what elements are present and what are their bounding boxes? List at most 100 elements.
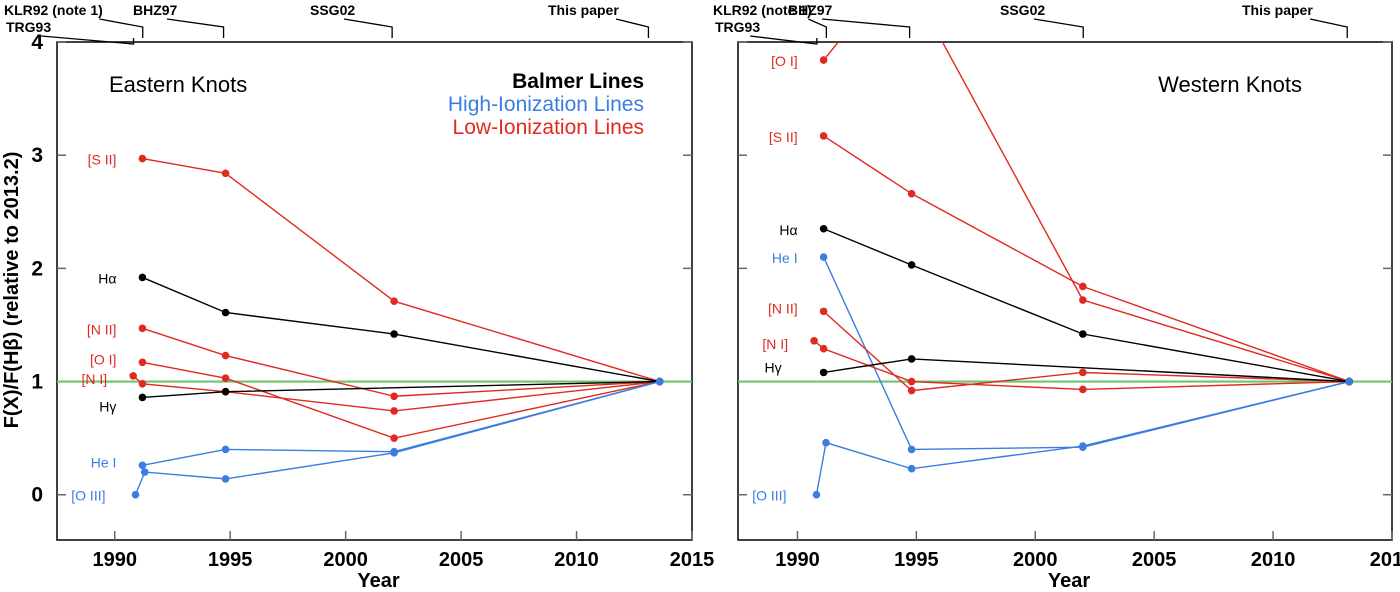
series-line xyxy=(815,380,1350,495)
data-point xyxy=(907,464,916,473)
series-group xyxy=(810,42,1353,499)
data-point xyxy=(1079,296,1087,304)
x-tick-label: 2015 xyxy=(1370,549,1400,571)
data-point xyxy=(390,392,398,401)
series-label: [N I] xyxy=(762,336,788,352)
series-line xyxy=(142,327,660,397)
data-point xyxy=(140,468,149,476)
series-line xyxy=(142,361,660,439)
data-point xyxy=(390,449,398,457)
series-label: [N I] xyxy=(82,371,108,387)
series-line xyxy=(823,228,1350,383)
data-point xyxy=(1079,282,1087,291)
epoch-leader xyxy=(343,18,393,38)
data-point xyxy=(819,307,828,316)
series-label: Hγ xyxy=(99,398,116,414)
data-point xyxy=(819,344,828,353)
data-point xyxy=(221,374,230,382)
data-point xyxy=(221,475,230,483)
epoch-label: BHZ97 xyxy=(788,2,833,18)
epoch-leader xyxy=(41,35,135,45)
y-tick-label: 0 xyxy=(31,484,43,507)
data-point xyxy=(822,438,830,447)
x-tick-label: 1995 xyxy=(208,549,253,571)
data-point xyxy=(221,351,230,360)
epoch-leader xyxy=(1033,18,1084,38)
data-point xyxy=(907,261,916,269)
data-point xyxy=(1079,330,1087,338)
x-tick-label: 1990 xyxy=(775,549,820,571)
epoch-leader xyxy=(166,18,225,38)
data-point xyxy=(221,445,230,454)
epoch-leader xyxy=(1309,18,1348,38)
series-label: Hγ xyxy=(764,359,781,375)
x-tick-label: 2015 xyxy=(670,549,715,571)
y-tick-label: 2 xyxy=(31,257,43,280)
panel-title: Eastern Knots xyxy=(109,72,247,97)
x-tick-label: 2005 xyxy=(1132,549,1177,571)
x-axis-label: Year xyxy=(1048,570,1090,592)
series-label: He I xyxy=(91,454,117,470)
data-point xyxy=(907,355,916,363)
epoch-leader xyxy=(615,18,650,38)
western-knots-panel: 1990 1995 2000 2005 2010 2015 Year KLR92 (note … xyxy=(713,2,1400,592)
series-label: [N II] xyxy=(87,321,117,337)
x-tick-label: 2000 xyxy=(1013,549,1058,571)
data-point xyxy=(138,358,147,367)
data-point xyxy=(390,407,398,415)
data-point xyxy=(390,434,398,442)
series-label: [O III] xyxy=(71,488,105,504)
data-point xyxy=(819,56,828,64)
data-point xyxy=(1079,442,1087,450)
epoch-label: This paper xyxy=(1242,2,1313,18)
epoch-leader xyxy=(821,18,911,38)
panel-title: Western Knots xyxy=(1158,72,1302,97)
data-point xyxy=(1079,368,1087,377)
x-tick-label: 2010 xyxy=(554,549,599,571)
epoch-label: BHZ97 xyxy=(133,2,178,18)
legend-entry: Low-Ionization Lines xyxy=(453,116,644,139)
y-tick-label: 3 xyxy=(31,144,43,167)
x-tick-label: 1990 xyxy=(92,549,137,571)
data-point xyxy=(390,297,398,305)
series-line xyxy=(823,310,1350,392)
epoch-label: TRG93 xyxy=(715,19,760,35)
epoch-leader xyxy=(808,18,828,38)
eastern-knots-panel: 0 1 2 3 4 1990 1995 2000 2005 2010 2015 Year KLR92 (… xyxy=(4,2,714,592)
plot-frame xyxy=(56,41,693,541)
series-label: Hα xyxy=(98,270,116,286)
series-line xyxy=(142,157,660,383)
epoch-leader xyxy=(99,18,144,38)
series-line xyxy=(823,135,1350,383)
epoch-label: SSG02 xyxy=(310,2,355,18)
data-point xyxy=(907,189,916,198)
x-axis-label: Year xyxy=(357,570,399,592)
x-tick-label: 1995 xyxy=(894,549,939,571)
series-label: [S II] xyxy=(769,129,798,145)
epoch-label: TRG93 xyxy=(6,19,51,35)
data-point xyxy=(1079,385,1087,394)
y-tick-label: 4 xyxy=(31,31,43,54)
series-label: [S II] xyxy=(88,152,117,168)
data-point xyxy=(819,132,828,140)
data-point xyxy=(138,393,147,402)
data-point xyxy=(131,490,140,499)
series-label: Hα xyxy=(779,222,797,238)
legend-entry: High-Ionization Lines xyxy=(448,93,644,116)
series-line xyxy=(142,276,660,383)
y-axis-label: F(X)/F(Hβ) (relative to 2013.2) xyxy=(1,152,23,429)
y-tick-label: 1 xyxy=(31,371,43,394)
data-point xyxy=(221,169,230,178)
series-label: [O I] xyxy=(90,351,116,367)
data-point xyxy=(907,445,916,454)
series-label: He I xyxy=(772,250,798,266)
data-point xyxy=(819,368,828,377)
data-point xyxy=(810,337,818,345)
legend-entry: Balmer Lines xyxy=(512,70,644,93)
data-point xyxy=(221,387,230,396)
epoch-label: SSG02 xyxy=(1000,2,1045,18)
data-point xyxy=(819,253,828,261)
data-point xyxy=(1345,377,1353,386)
data-point xyxy=(129,372,137,380)
